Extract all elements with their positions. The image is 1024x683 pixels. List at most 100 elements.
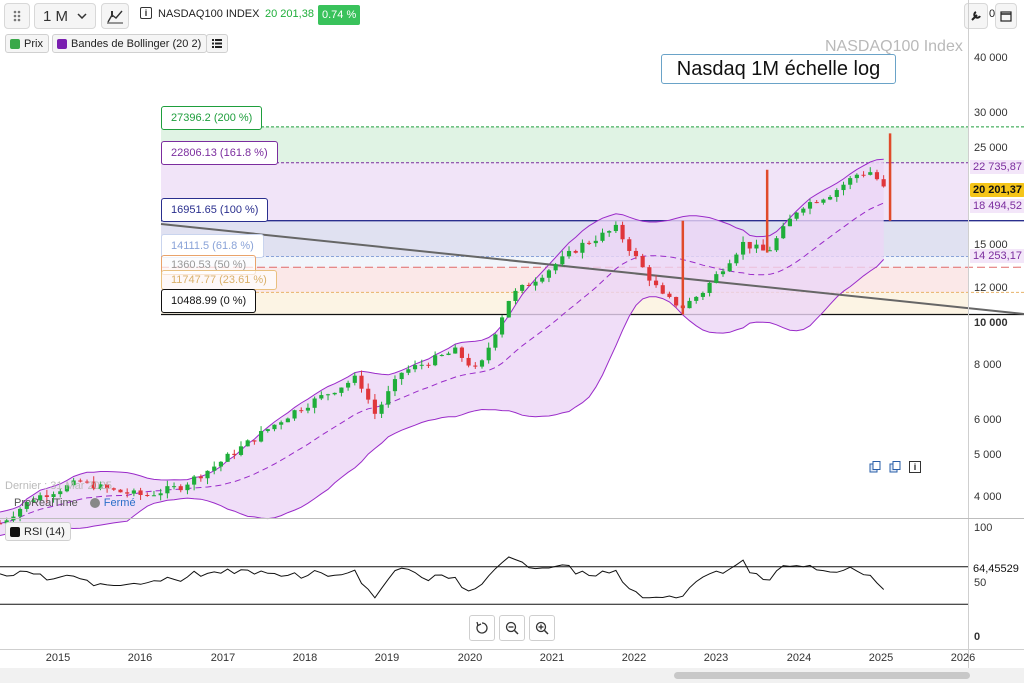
candle-body [499, 317, 505, 335]
candle-body [767, 250, 772, 252]
candle-body [11, 516, 16, 521]
candle-body [473, 365, 478, 367]
candle-body [312, 398, 317, 408]
legend-list-button[interactable] [206, 34, 228, 53]
candle-body [225, 453, 230, 462]
reset-zoom-button[interactable] [469, 615, 495, 641]
candle-body [279, 422, 284, 425]
candle-body [399, 372, 404, 380]
toolbar-partial-label: 0 [989, 8, 996, 20]
maximize-button[interactable] [995, 3, 1017, 29]
candle-chart-icon [107, 10, 123, 24]
candle-body [814, 202, 819, 204]
candle-body [807, 202, 813, 209]
zoom-in-button[interactable] [529, 615, 555, 641]
chevron-down-icon [77, 13, 87, 19]
candle-body [151, 495, 157, 497]
fib-zone [161, 267, 968, 293]
candle-body [533, 281, 538, 286]
x-tick-label: 2018 [292, 652, 318, 664]
candle-body [647, 267, 652, 281]
y-tick-label: 15 000 [974, 239, 1008, 251]
tools-button[interactable] [964, 3, 988, 29]
window-icon [1000, 10, 1012, 22]
x-tick-label: 2017 [210, 652, 236, 664]
candle-body [774, 238, 779, 251]
source-name: ProRealTime [14, 497, 78, 509]
candle-body [540, 277, 545, 282]
x-tick-label: 2021 [539, 652, 565, 664]
candle-body [131, 490, 136, 494]
y-tick-label: 40 000 [974, 52, 1008, 64]
candle-body [573, 250, 578, 253]
drag-handle[interactable] [4, 3, 30, 29]
candle-body [667, 293, 672, 297]
candle-body [198, 476, 203, 479]
candle-body [848, 178, 853, 185]
candle-body [526, 284, 531, 286]
fib-label-200[interactable]: 27396.2 (200 %) [161, 106, 263, 130]
candle-body [801, 208, 806, 213]
candle-body [265, 429, 270, 432]
annotation-title[interactable]: Nasdaq 1M échelle log [661, 54, 896, 84]
scrollbar-thumb[interactable] [674, 672, 970, 679]
upper-band-tag: 22 735,87 [970, 160, 1024, 174]
legend-rsi[interactable]: RSI (14) [5, 522, 71, 541]
fib-label-23[interactable]: 11747.77 (23.61 %) [161, 270, 277, 290]
candle-body [714, 274, 719, 283]
candle-body [178, 486, 183, 491]
info-icon[interactable]: i [140, 7, 152, 19]
candle-body [546, 270, 552, 278]
status-dot-icon [89, 498, 100, 508]
list-icon [212, 39, 222, 48]
candle-body [392, 379, 398, 392]
candle-body [854, 174, 859, 179]
timeframe-select[interactable]: 1 M [34, 3, 96, 29]
y-tick-label: 4 000 [974, 491, 1002, 503]
x-tick-label: 2025 [868, 652, 894, 664]
copy-icon[interactable] [869, 461, 881, 473]
candle-body [446, 353, 451, 356]
candle-body [272, 424, 277, 430]
fib-label-0[interactable]: 10488.99 (0 %) [161, 289, 257, 313]
y-tick-label: 10 000 [974, 317, 1008, 329]
candle-body [566, 250, 572, 257]
zoom-out-icon [505, 621, 519, 635]
fib-zone [161, 220, 968, 257]
candle-body [613, 224, 618, 232]
chart-type-button[interactable] [101, 3, 129, 29]
change-pct-badge: 0.74 % [318, 5, 361, 25]
candle-body [868, 172, 873, 175]
fib-label-161[interactable]: 22806.13 (161.8 %) [161, 141, 278, 165]
legend-price[interactable]: Prix [5, 34, 49, 53]
fib-label-100[interactable]: 16951.65 (100 %) [161, 198, 269, 222]
info-icon[interactable]: i [909, 461, 921, 473]
legend-rsi-label: RSI (14) [24, 525, 65, 538]
candle-body [285, 418, 290, 423]
x-tick-label: 2020 [457, 652, 483, 664]
zoom-out-button[interactable] [499, 615, 525, 641]
candle-body [834, 190, 839, 197]
candle-body [339, 387, 344, 393]
candle-body [821, 199, 826, 203]
candle-body [245, 440, 250, 447]
candle-body [520, 284, 525, 291]
copy-icon[interactable] [889, 461, 901, 473]
candle-body [640, 256, 645, 268]
candle-body [426, 364, 431, 366]
candle-body [513, 290, 518, 301]
candle-body [727, 263, 732, 272]
candle-body [406, 369, 411, 373]
scrollbar-track[interactable] [0, 668, 1024, 683]
candle-body [433, 355, 438, 366]
legend-bollinger[interactable]: Bandes de Bollinger (20 2) [52, 34, 208, 53]
candle-body [111, 488, 116, 490]
x-tick-label: 2023 [703, 652, 729, 664]
candle-body [607, 231, 612, 233]
y-tick-label: 12 000 [974, 282, 1008, 294]
wrench-icon [971, 11, 981, 21]
x-tick-label: 2022 [621, 652, 647, 664]
fib-label-61[interactable]: 14111.5 (61.8 %) [161, 234, 264, 258]
candle-body [506, 300, 511, 318]
rsi-tick-label: 100 [974, 522, 993, 534]
